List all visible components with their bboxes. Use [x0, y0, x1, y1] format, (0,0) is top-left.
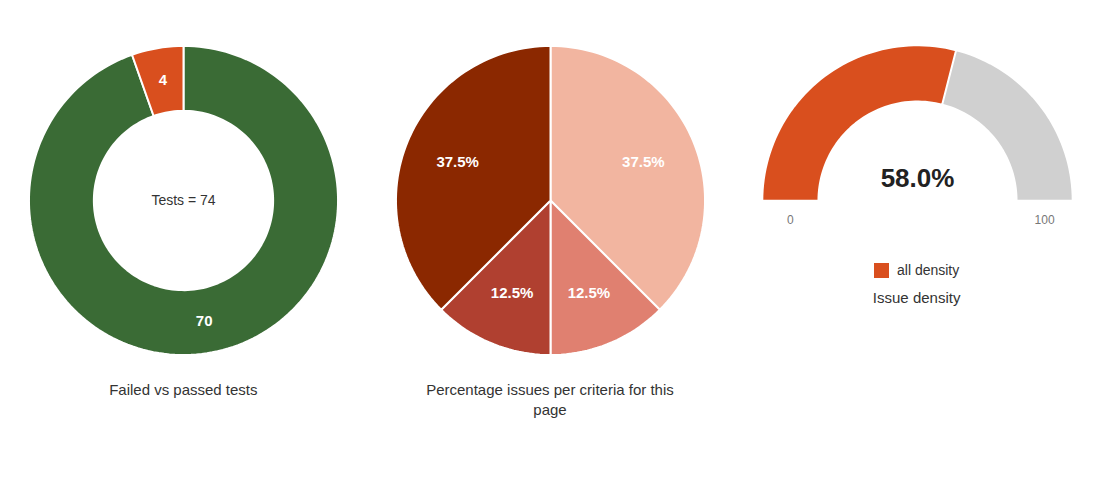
svg-text:12.5%: 12.5% — [568, 284, 611, 301]
html-text:Percentage issues per criteria: Percentage issues per criteria for this … — [426, 381, 674, 418]
svg-text:0: 0 — [787, 213, 794, 227]
svg-text:37.5%: 37.5% — [622, 153, 665, 170]
html-text:all density: all density — [897, 262, 960, 278]
svg-text:12.5%: 12.5% — [491, 284, 534, 301]
svg-text:70: 70 — [196, 312, 213, 329]
svg-text:Tests = 74: Tests = 74 — [152, 192, 216, 208]
html-text:Failed vs passed tests: Failed vs passed tests — [109, 381, 258, 398]
svg-text:100: 100 — [1034, 213, 1054, 227]
svg-text:4: 4 — [159, 71, 168, 88]
svg-text:58.0%: 58.0% — [880, 163, 954, 193]
html-text:Issue density: Issue density — [872, 289, 961, 306]
svg-text:37.5%: 37.5% — [436, 153, 479, 170]
